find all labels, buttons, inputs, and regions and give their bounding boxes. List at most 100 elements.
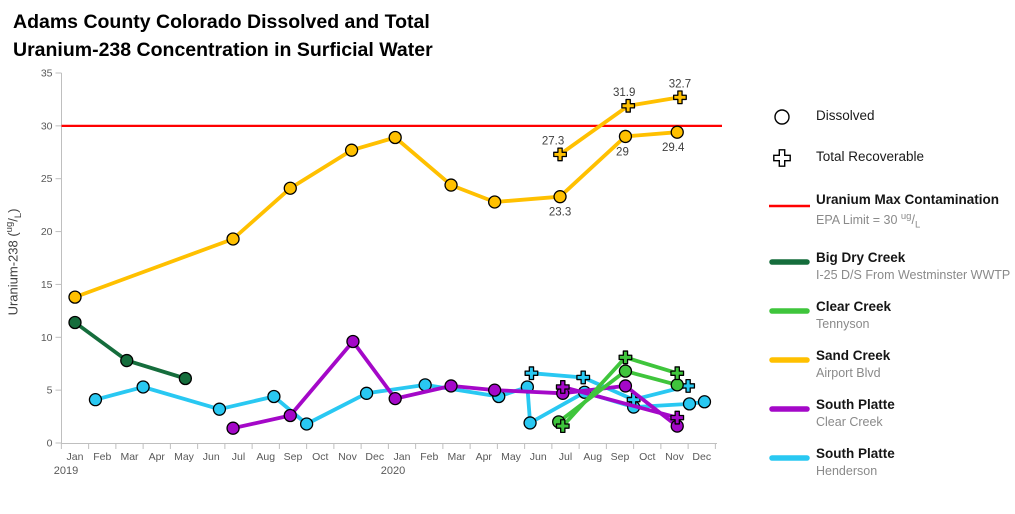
legend-series-location: Tennyson [816,316,870,331]
legend-series-name: South Platte [816,445,895,461]
x-year-label: 2019 [54,465,78,477]
legend-series-location: Clear Creek [816,414,883,429]
data-point-circle [697,395,712,409]
legend-item-south_platte_henderson: South Platte Henderson [762,445,1012,479]
x-month-label: Oct [312,451,328,463]
series-sand_creek-total_recoverable [553,90,687,162]
epa-limit-label: Uranium Max Contamination [816,192,1000,207]
data-point-circle [283,181,297,195]
x-month-label: Nov [338,451,357,463]
data-point-label: 32.7 [669,78,691,90]
x-month-label: Sep [611,451,630,463]
legend-series-name: Clear Creek [816,298,892,314]
y-axis-title: Uranium-238 (ug/L) [4,208,24,316]
legend-series-name: Sand Creek [816,347,891,363]
legend-epa-limit: Uranium Max Contamination EPA Limit = 30… [762,191,1012,234]
data-point-circle [178,371,193,386]
data-point-label: 27.3 [542,135,564,147]
series-sand_creek-dissolved [68,125,684,304]
data-point-circle [226,232,240,246]
data-point-cross [555,419,570,434]
x-month-label: Dec [692,451,711,463]
legend-item-big_dry_creek: Big Dry Creek I-25 D/S From Westminster W… [762,249,1012,283]
data-point-circle [388,391,402,406]
x-month-label: Dec [365,451,384,463]
x-month-label: May [501,451,522,463]
data-point-circle [88,393,103,407]
chart-title: Adams County Colorado Dissolved and Tota… [13,8,433,64]
data-point-circle [344,143,359,157]
y-tick-label: 25 [41,173,53,185]
data-point-label: 31.9 [613,87,635,99]
x-month-label: May [174,451,195,463]
series-big_dry_creek-dissolved [68,315,193,386]
data-point-cross [555,380,570,394]
data-point-circle [553,190,567,204]
legend-total-recoverable-label: Total Recoverable [816,149,925,164]
x-month-label: Apr [149,451,166,463]
y-tick-label: 35 [41,68,53,80]
data-point-circle [299,417,314,431]
data-point-cross [670,366,685,381]
data-point-circle [444,379,458,393]
epa-limit-sublabel: EPA Limit = 30 ug/L [816,211,921,231]
legend-series-location: Henderson [816,463,878,478]
data-point-circle [670,378,684,392]
series-clear_creek_tennyson-total_recoverable [555,350,685,434]
data-point-cross [621,98,636,113]
south_platte_henderson-line-swatch [762,445,816,464]
x-month-label: Feb [93,451,111,463]
series-south_platte_clear_creek-total_recoverable [555,380,685,425]
total-recoverable-cross-icon [762,146,816,170]
clear_creek_tennyson-line-swatch [762,298,816,317]
big_dry_creek-line-swatch [762,249,816,268]
data-point-label: 29 [616,146,629,158]
x-month-label: Jun [530,451,547,463]
data-point-circle [68,315,82,330]
south_platte_clear_creek-line-swatch [762,396,816,415]
data-point-circle [618,379,633,393]
data-point-circle [359,386,374,400]
y-tick-label: 0 [47,438,53,450]
epa-limit-line-swatch [762,191,816,211]
data-point-circle [618,129,633,144]
series-line [73,320,188,381]
x-month-label: Jan [394,451,411,463]
legend-dissolved: Dissolved [762,105,1012,129]
x-month-label: Sep [284,451,303,463]
data-point-cross [618,350,633,365]
legend-dissolved-label: Dissolved [816,108,875,123]
series-south_platte_clear_creek-dissolved [226,334,684,435]
y-tick-label: 30 [41,120,53,132]
legend-series-name: South Platte [816,396,895,412]
chart-title-line1: Adams County Colorado Dissolved and Tota… [13,11,430,33]
legend-total-recoverable: Total Recoverable [762,146,1012,170]
y-tick-label: 10 [41,332,53,344]
data-point-circle [267,389,281,404]
data-point-circle [618,364,633,378]
legend-item-sand_creek: Sand Creek Airport Blvd [762,347,1012,381]
data-point-cross [576,370,591,385]
data-point-circle [670,125,684,139]
dissolved-circle-icon [762,105,816,129]
axes: 0 5 10 15 20 25 30 35 Jan Feb Mar Apr May Jun Jul Aug Se… [41,68,717,477]
x-month-label: Jul [232,451,245,463]
x-month-label: Nov [665,451,684,463]
legend-item-south_platte_clear_creek: South Platte Clear Creek [762,396,1012,430]
x-month-label: Mar [447,451,466,463]
data-point-label: 29.4 [662,142,685,154]
data-point-circle [346,334,360,349]
data-point-circle [444,178,458,192]
legend-series-name: Big Dry Creek [816,249,906,265]
data-point-cross [524,366,539,381]
legend-series-location: Airport Blvd [816,365,881,380]
x-year-label: 2020 [381,465,405,477]
x-month-label: Aug [256,451,275,463]
data-point-circle [136,380,150,394]
data-point-circle [68,290,82,304]
y-tick-label: 5 [47,385,53,397]
data-point-circle [120,353,134,368]
series-line [73,130,680,299]
data-point-circle [283,408,297,423]
